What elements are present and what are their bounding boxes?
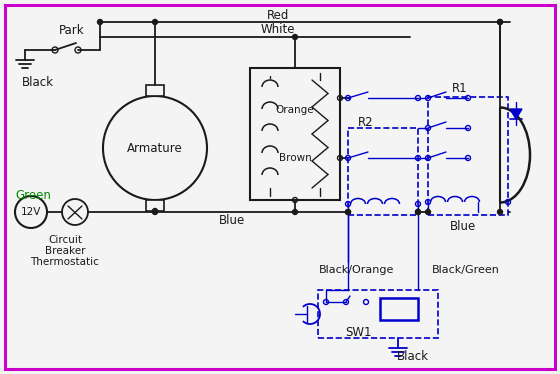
Text: SW1: SW1 (346, 327, 372, 340)
Circle shape (62, 199, 88, 225)
Circle shape (426, 209, 431, 215)
Text: Black: Black (22, 76, 54, 89)
Circle shape (152, 209, 157, 215)
Circle shape (346, 209, 351, 215)
Bar (146, 85, 164, 96)
Text: Blue: Blue (219, 214, 245, 227)
Bar (348, 128, 418, 215)
Text: Red: Red (267, 9, 289, 21)
Circle shape (292, 34, 297, 40)
Text: Armature: Armature (127, 141, 183, 154)
Text: Brown: Brown (279, 153, 311, 163)
Bar (380, 298, 418, 320)
Text: Green: Green (15, 188, 51, 202)
Text: Park: Park (59, 24, 85, 37)
Circle shape (103, 96, 207, 200)
Circle shape (497, 19, 502, 25)
Text: Circuit: Circuit (48, 235, 82, 245)
Text: Black/Green: Black/Green (432, 265, 500, 275)
Circle shape (416, 209, 421, 215)
Circle shape (97, 19, 102, 25)
Circle shape (497, 19, 502, 25)
Text: R2: R2 (358, 116, 374, 129)
Text: Blue: Blue (450, 220, 476, 233)
Bar (428, 97, 508, 215)
Circle shape (15, 196, 47, 228)
Text: R1: R1 (452, 82, 468, 95)
Circle shape (346, 209, 351, 215)
Circle shape (292, 209, 297, 215)
Bar (250, 68, 340, 200)
Text: Breaker: Breaker (45, 246, 85, 256)
Bar (146, 200, 164, 211)
Text: Orange: Orange (276, 105, 314, 115)
Circle shape (497, 209, 502, 215)
Text: Thermostatic: Thermostatic (31, 257, 100, 267)
Text: White: White (261, 22, 295, 36)
Text: Black: Black (397, 349, 429, 362)
Bar (318, 290, 438, 338)
Text: 12V: 12V (21, 207, 41, 217)
Circle shape (152, 19, 157, 25)
Circle shape (416, 209, 421, 215)
Polygon shape (510, 109, 522, 119)
Text: Black/Orange: Black/Orange (319, 265, 395, 275)
